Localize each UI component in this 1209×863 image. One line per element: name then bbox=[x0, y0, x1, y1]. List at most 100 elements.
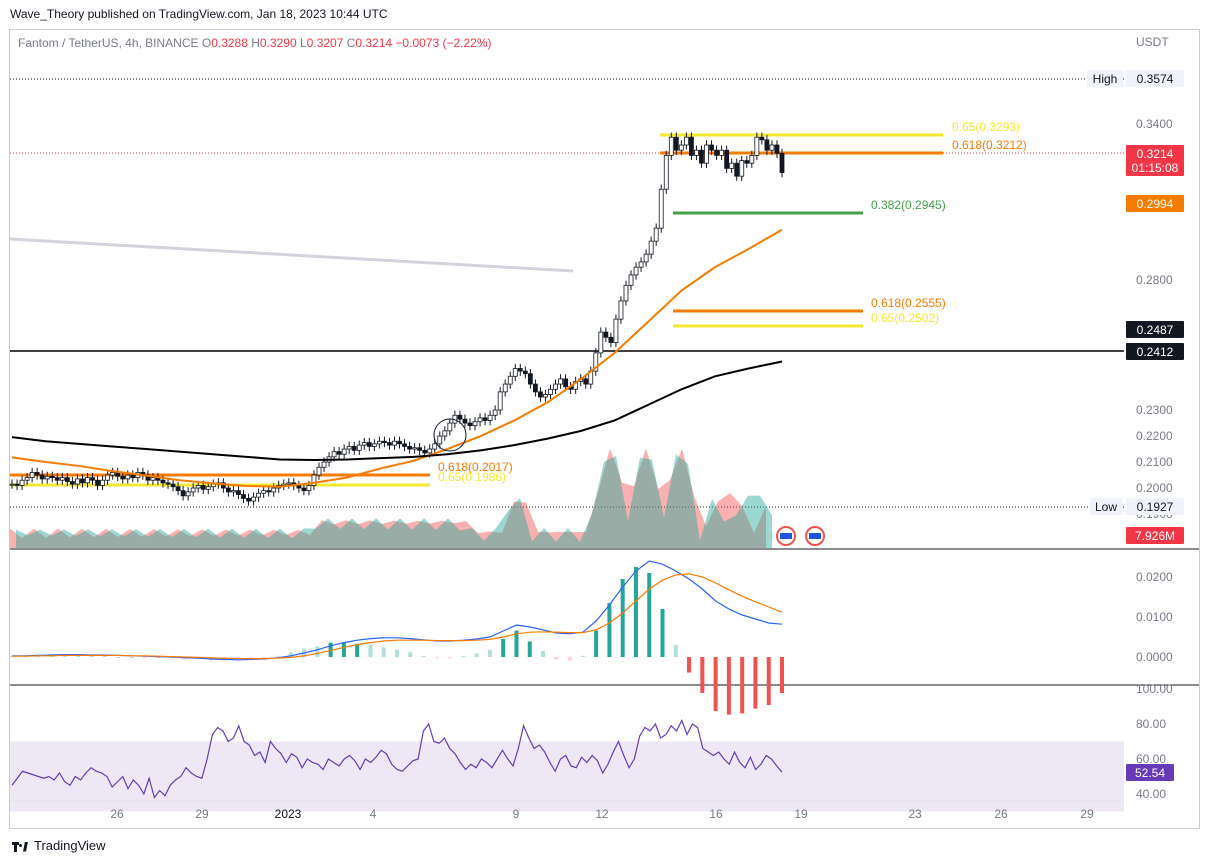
horizontal-level-tag: 0.2412 bbox=[1137, 345, 1174, 359]
macd-histogram-bar bbox=[408, 652, 413, 657]
macd-histogram-bar bbox=[474, 653, 479, 657]
candle-body bbox=[437, 435, 443, 445]
macd-histogram-bar bbox=[461, 655, 466, 657]
candle-body bbox=[432, 443, 438, 450]
candle-body bbox=[462, 418, 468, 424]
candle-body bbox=[603, 331, 609, 338]
candle-body bbox=[477, 417, 483, 423]
candle-body bbox=[256, 492, 262, 498]
candle-body bbox=[608, 336, 614, 343]
macd-histogram-bar bbox=[501, 639, 506, 657]
candle-body bbox=[24, 477, 30, 481]
candle-body bbox=[543, 394, 548, 398]
candle-body bbox=[769, 144, 775, 151]
candle-body bbox=[311, 474, 317, 486]
candle-body bbox=[246, 498, 251, 502]
candle-body bbox=[376, 440, 382, 445]
candle-body bbox=[170, 483, 176, 488]
candle-body bbox=[678, 144, 684, 151]
candle-body bbox=[296, 485, 302, 489]
candle-body bbox=[739, 160, 745, 177]
candle-body bbox=[754, 136, 760, 156]
macd-histogram-bar bbox=[780, 657, 784, 693]
macd-histogram-bar bbox=[434, 657, 439, 659]
candle-body bbox=[286, 482, 292, 485]
time-tick: 23 bbox=[908, 807, 922, 821]
candle-body bbox=[382, 440, 387, 443]
ema-slow-tag-bg bbox=[1126, 321, 1184, 338]
ema-slow-line bbox=[11, 360, 783, 461]
macd-histogram-bar bbox=[129, 657, 134, 658]
fib-label: 0.618(0.2017) bbox=[438, 460, 513, 474]
candle-body bbox=[759, 136, 765, 141]
candle-body bbox=[532, 383, 538, 393]
candle-body bbox=[95, 479, 100, 486]
candle-body bbox=[266, 490, 272, 493]
macd-histogram-bar bbox=[395, 649, 399, 657]
price-tick: 0.2100 bbox=[1136, 455, 1173, 469]
candle-body bbox=[668, 136, 674, 156]
candle-body bbox=[507, 375, 513, 385]
high-value: 0.3574 bbox=[1137, 72, 1174, 86]
fib-label: 0.65(0.3293) bbox=[952, 120, 1020, 134]
time-tick: 16 bbox=[709, 807, 723, 821]
footer-brand: TradingView bbox=[34, 838, 106, 853]
candle-body bbox=[427, 448, 433, 454]
legend-part: 0.3207 bbox=[307, 36, 347, 50]
candle-body bbox=[9, 483, 15, 486]
macd-histogram-bar bbox=[647, 573, 652, 657]
candle-body bbox=[371, 443, 377, 447]
candle-body bbox=[472, 421, 478, 427]
candle-body bbox=[195, 485, 201, 489]
macd-histogram-bar bbox=[288, 652, 293, 657]
time-tick: 26 bbox=[994, 807, 1008, 821]
macd-histogram-bar bbox=[607, 603, 612, 657]
macd-histogram-bar bbox=[421, 655, 426, 657]
chart-frame bbox=[9, 29, 1200, 829]
macd-histogram-bar bbox=[740, 657, 745, 714]
rsi-tick: 60.00 bbox=[1136, 752, 1166, 766]
candle-body bbox=[205, 486, 211, 490]
candle-body bbox=[236, 490, 241, 495]
time-tick: 29 bbox=[195, 807, 209, 821]
macd-histogram-bar bbox=[448, 657, 453, 659]
candle-body bbox=[648, 240, 654, 255]
candle-body bbox=[80, 478, 85, 484]
legend-row: Fantom / TetherUS, 4h, BINANCE O0.3288 H… bbox=[18, 36, 492, 50]
candle-body bbox=[130, 474, 136, 479]
candle-body bbox=[689, 136, 694, 156]
macd-histogram-bar bbox=[567, 657, 572, 661]
candle-body bbox=[336, 451, 342, 455]
candle-body bbox=[658, 188, 664, 229]
candle-body bbox=[54, 477, 60, 481]
time-tick: 4 bbox=[370, 807, 377, 821]
macd-histogram-bar bbox=[116, 657, 121, 658]
candle-body bbox=[125, 474, 131, 480]
candle-body bbox=[59, 477, 65, 481]
footer: TradingView bbox=[12, 838, 106, 853]
rsi-tick: 100.00 bbox=[1136, 682, 1173, 696]
candle-body bbox=[75, 478, 80, 485]
candle-body bbox=[487, 414, 493, 421]
candle-body bbox=[251, 496, 256, 502]
legend-part: O bbox=[202, 36, 211, 50]
candle-body bbox=[638, 261, 644, 268]
high-value-bg bbox=[1126, 70, 1184, 87]
candle-body bbox=[694, 149, 699, 156]
rsi-value-tag-bg bbox=[1126, 764, 1174, 781]
low-label-bg bbox=[1090, 498, 1123, 515]
candle-body bbox=[321, 461, 327, 468]
candle-body bbox=[392, 440, 397, 446]
candle-body bbox=[29, 472, 35, 479]
trend-line bbox=[9, 237, 574, 273]
candle-body bbox=[653, 227, 659, 242]
candle-body bbox=[598, 331, 604, 354]
macd-tick: 0.0100 bbox=[1136, 610, 1173, 624]
candle-body bbox=[734, 162, 740, 177]
highlight-circle bbox=[433, 418, 467, 452]
candle-body bbox=[44, 475, 50, 480]
candle-body bbox=[527, 373, 533, 385]
candle-body bbox=[573, 381, 579, 390]
macd-histogram-bar bbox=[594, 630, 599, 657]
